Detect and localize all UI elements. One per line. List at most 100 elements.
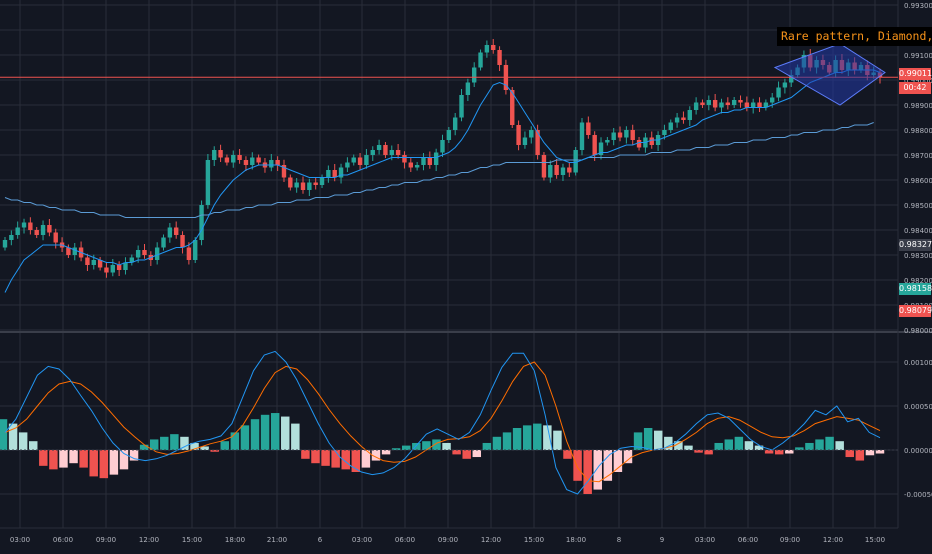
- candle-body: [40, 225, 46, 235]
- candle-body: [763, 102, 769, 108]
- candle-body: [2, 240, 8, 248]
- candle-body: [389, 150, 394, 155]
- macd-histogram-bar: [492, 436, 502, 450]
- candle-body: [319, 177, 325, 185]
- macd-histogram-bar: [664, 436, 673, 450]
- price-tick-label: 0.98300: [904, 252, 932, 260]
- candle-body: [85, 257, 90, 265]
- candle-body: [269, 160, 274, 168]
- macd-histogram-bar: [129, 450, 139, 461]
- candle-body: [383, 145, 388, 155]
- candle-body: [408, 162, 413, 168]
- macd-tick-label: 0.00050: [904, 403, 932, 411]
- candle-body: [28, 222, 33, 230]
- macd-histogram-bar: [563, 450, 572, 459]
- candle-body: [497, 50, 502, 65]
- macd-histogram-bar: [59, 450, 68, 468]
- macd-histogram-bar: [774, 450, 784, 455]
- time-tick-label: 15:00: [182, 536, 202, 544]
- candle-body: [47, 225, 52, 233]
- candle-body: [34, 230, 39, 235]
- macd-histogram-bar: [291, 423, 300, 450]
- price-tick-label: 0.98600: [904, 177, 932, 185]
- candle-body: [395, 150, 401, 155]
- candle-body: [243, 160, 249, 165]
- candle-body: [97, 260, 103, 268]
- candle-body: [738, 100, 743, 103]
- time-tick-label: 18:00: [225, 536, 245, 544]
- candle-body: [624, 130, 629, 138]
- macd-histogram-bar: [270, 413, 280, 450]
- macd-histogram-bar: [321, 450, 330, 466]
- macd-histogram-bar: [543, 425, 552, 450]
- macd-histogram-bar: [412, 442, 421, 450]
- candle-body: [307, 182, 312, 190]
- candle-body: [554, 165, 559, 175]
- macd-histogram-bar: [250, 419, 260, 450]
- time-tick-label: 03:00: [695, 536, 715, 544]
- candle-body: [649, 137, 654, 145]
- macd-histogram-bar: [714, 442, 723, 450]
- macd-histogram-bar: [240, 425, 250, 450]
- candle-body: [180, 235, 185, 248]
- candle-body: [193, 240, 198, 260]
- time-tick-label: 12:00: [139, 536, 159, 544]
- candle-body: [478, 52, 483, 68]
- candle-body: [231, 155, 236, 163]
- candle-body: [300, 182, 306, 190]
- macd-histogram-bar: [260, 414, 270, 450]
- macd-histogram-bar: [785, 450, 794, 454]
- macd-histogram-bar: [79, 450, 88, 468]
- macd-histogram-bar: [160, 436, 169, 450]
- macd-histogram-bar: [99, 450, 109, 479]
- candle-body: [294, 182, 299, 188]
- macd-histogram-bar: [623, 450, 633, 464]
- candle-body: [744, 102, 750, 108]
- macd-tick-label: -0.00050: [904, 491, 932, 499]
- candle-body: [782, 82, 788, 88]
- time-tick-label: 8: [617, 536, 621, 544]
- candle-body: [567, 167, 572, 173]
- macd-histogram-bar: [744, 441, 754, 450]
- macd-histogram-bar: [331, 450, 340, 468]
- time-tick-label: 09:00: [780, 536, 800, 544]
- candle-body: [433, 152, 439, 165]
- candle-body: [370, 150, 375, 155]
- candle-body: [154, 247, 160, 260]
- candle-body: [573, 150, 578, 173]
- candle-body: [376, 145, 382, 150]
- last-price-tag: 0.99011: [899, 68, 932, 80]
- candle-body: [91, 260, 96, 265]
- candle-body: [326, 170, 331, 178]
- candle-body: [465, 82, 471, 95]
- macd-histogram-bar: [462, 450, 471, 459]
- candle-body: [364, 155, 369, 165]
- macd-histogram-bar: [281, 416, 290, 450]
- candle-body: [161, 237, 166, 248]
- time-tick-label: 12:00: [481, 536, 501, 544]
- candle-body: [617, 132, 623, 138]
- macd-histogram-bar: [724, 439, 734, 450]
- candle-body: [116, 265, 122, 270]
- candle-body: [611, 132, 616, 140]
- candle-body: [250, 157, 255, 165]
- macd-histogram-bar: [825, 436, 834, 450]
- time-tick-label: 06:00: [395, 536, 415, 544]
- candle-body: [313, 182, 318, 185]
- candle-body: [205, 160, 211, 205]
- candle-body: [53, 232, 58, 243]
- price-tick-label: 0.99000: [904, 77, 932, 85]
- macd-histogram-bar: [139, 444, 149, 450]
- macd-tick-label: 0.00100: [904, 359, 932, 367]
- candle-body: [142, 250, 147, 255]
- candle-body: [674, 117, 680, 123]
- candle-body: [129, 257, 135, 263]
- candle-body: [510, 90, 515, 125]
- candle-body: [719, 102, 724, 108]
- candle-body: [402, 155, 407, 163]
- candle-body: [110, 265, 115, 273]
- macd-histogram-bar: [422, 441, 431, 450]
- macd-histogram-bar: [0, 419, 8, 450]
